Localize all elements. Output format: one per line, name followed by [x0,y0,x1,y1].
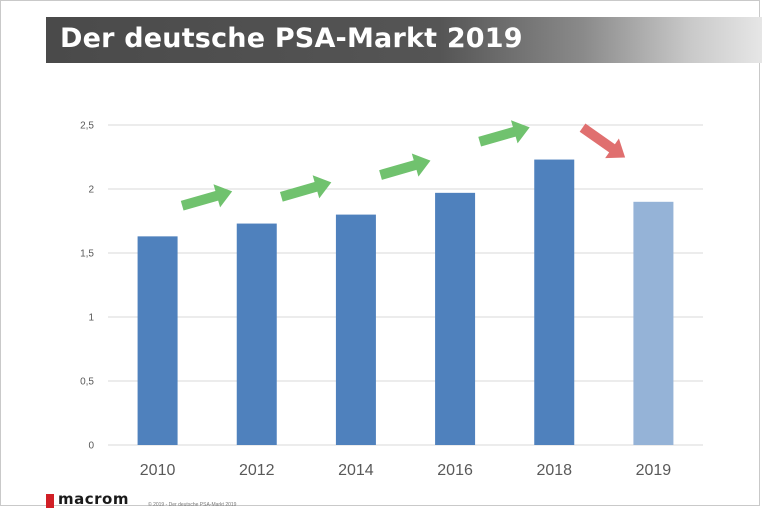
trend-up-arrow-icon-shape [180,184,233,211]
trend-up-arrow-icon [279,175,332,202]
trend-up-arrow-icon [478,120,530,147]
x-tick-label: 2019 [636,462,672,479]
trend-up-arrow-icon [379,153,431,180]
y-tick-label: 1,5 [80,249,94,260]
bar [236,223,277,445]
trend-up-arrow-icon [180,184,233,211]
logo-text: macrom [58,490,129,508]
y-tick-label: 1 [88,313,94,324]
footer-copyright: © 2019 - Der deutsche PSA-Markt 2019 [148,502,237,508]
bar [534,159,575,445]
logo-square-icon [46,494,54,508]
x-tick-label: 2010 [140,462,176,479]
x-tick-label: 2018 [536,462,572,479]
trend-down-arrow-icon-shape [579,123,626,159]
x-tick-label: 2014 [338,462,374,479]
y-tick-label: 0 [88,441,94,452]
title-bar: Der deutsche PSA-Markt 2019 [46,17,762,63]
bar [435,192,476,445]
bar [137,236,178,445]
trend-up-arrow-icon-shape [478,120,530,147]
trend-down-arrow-icon [579,123,626,159]
bar [633,201,674,445]
y-tick-label: 2 [88,185,94,196]
trend-up-arrow-icon-shape [379,153,431,180]
bar [335,214,376,445]
bar-chart: 0 0,5 1 1,5 2 2,5 2010 2012 2014 2016 2018 2019 [80,120,703,479]
trend-up-arrow-icon-shape [279,175,332,202]
x-tick-label: 2012 [239,462,275,479]
slide-title: Der deutsche PSA-Markt 2019 [60,23,523,54]
y-tick-label: 2,5 [80,121,94,132]
x-tick-label: 2016 [437,462,473,479]
y-tick-label: 0,5 [80,377,94,388]
